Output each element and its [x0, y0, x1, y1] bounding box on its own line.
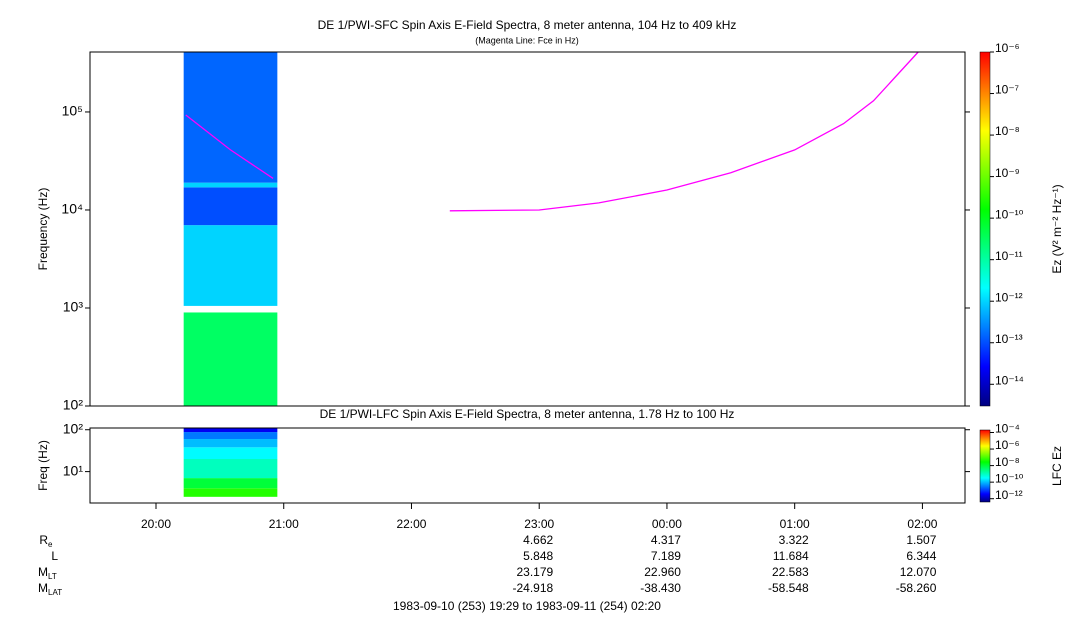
- x-tick-label: 20:00: [141, 517, 171, 531]
- colorbar: [979, 429, 991, 503]
- spectrogram-cell: [183, 187, 278, 226]
- y-tick-label: 10³: [63, 299, 84, 315]
- fce-line: [449, 51, 919, 212]
- chart-title: DE 1/PWI-LFC Spin Axis E-Field Spectra, …: [320, 407, 735, 421]
- colorbar-tick-label: 10⁻⁹: [995, 166, 1020, 180]
- ephemeris-value: 23.179: [517, 565, 554, 579]
- spectrogram-cell: [183, 459, 278, 479]
- colorbar-tick-label: 10⁻¹²: [995, 488, 1023, 502]
- ephemeris-value: -24.918: [513, 581, 554, 595]
- x-tick-label: 21:00: [269, 517, 299, 531]
- ephemeris-label: R: [39, 533, 48, 547]
- ephemeris-value: 6.344: [906, 549, 936, 563]
- plot-frame: [89, 51, 966, 407]
- spectrogram-cell: [183, 428, 278, 433]
- colorbar-tick-label: 10⁻⁸: [995, 455, 1020, 469]
- spectrogram-cell: [183, 488, 278, 497]
- ephemeris-label-sub: LT: [48, 572, 57, 581]
- ephemeris-value: 22.960: [644, 565, 681, 579]
- ephemeris-label-sub: e: [48, 540, 53, 549]
- ephemeris-value: 4.317: [651, 533, 681, 547]
- ephemeris-label: M: [38, 565, 48, 579]
- x-tick-label: 00:00: [652, 517, 682, 531]
- colorbar-tick-label: 10⁻¹⁰: [995, 471, 1024, 485]
- spectrogram-cell: [183, 432, 278, 440]
- colorbar-tick-label: 10⁻¹¹: [995, 249, 1023, 263]
- plot-frame: [89, 427, 966, 504]
- colorbar-label: Ez (V² m⁻² Hz⁻¹): [1050, 184, 1064, 273]
- colorbar-tick-label: 10⁻⁴: [995, 422, 1020, 436]
- ephemeris-value: 11.684: [773, 549, 809, 563]
- y-tick-label: 10⁵: [62, 103, 83, 119]
- y-tick-label: 10²: [63, 397, 84, 413]
- colorbar-tick-label: 10⁻⁸: [995, 124, 1020, 138]
- ephemeris-label: L: [51, 549, 58, 563]
- x-tick-label: 02:00: [907, 517, 937, 531]
- ephemeris-value: 4.662: [523, 533, 553, 547]
- ephemeris-label-sub: LAT: [48, 588, 62, 597]
- ephemeris-value: 22.583: [772, 565, 809, 579]
- x-tick-label: 23:00: [524, 517, 554, 531]
- colorbar-tick-label: 10⁻¹²: [995, 290, 1023, 304]
- y-tick-label: 10¹: [63, 462, 84, 478]
- ephemeris-value: 3.322: [779, 533, 809, 547]
- spectrogram-cell: [183, 182, 278, 188]
- y-tick-label: 10⁴: [61, 201, 83, 217]
- spectrogram-cell: [183, 52, 278, 183]
- x-tick-label: 22:00: [396, 517, 426, 531]
- spectrogram-cell: [183, 447, 278, 460]
- colorbar: [979, 51, 991, 407]
- colorbar-tick-label: 10⁻¹³: [995, 332, 1023, 346]
- colorbar-tick-label: 10⁻⁶: [995, 438, 1020, 452]
- ephemeris-value: -38.430: [640, 581, 681, 595]
- spectrogram-cell: [183, 439, 278, 448]
- ephemeris-value: -58.260: [896, 581, 937, 595]
- colorbar-label: LFC Ez: [1050, 446, 1064, 486]
- footer: 1983-09-10 (253) 19:29 to 1983-09-11 (25…: [393, 599, 661, 613]
- spectrogram-cell: [183, 478, 278, 489]
- ephemeris-value: 12.070: [900, 565, 937, 579]
- y-tick-label: 10²: [63, 420, 84, 436]
- spectrogram-cell: [183, 312, 278, 406]
- chart-title: DE 1/PWI-SFC Spin Axis E-Field Spectra, …: [318, 18, 737, 32]
- y-axis-label: Frequency (Hz): [36, 188, 50, 271]
- ephemeris-value: 1.507: [906, 533, 936, 547]
- fce-line: [185, 114, 274, 179]
- spectrogram-cell: [183, 225, 278, 306]
- colorbar-tick-label: 10⁻¹⁴: [995, 373, 1024, 387]
- ephemeris-value: 5.848: [523, 549, 553, 563]
- colorbar-tick-label: 10⁻⁷: [995, 83, 1019, 97]
- ephemeris-value: -58.548: [768, 581, 809, 595]
- chart-subtitle: (Magenta Line: Fce in Hz): [475, 35, 579, 45]
- colorbar-tick-label: 10⁻¹⁰: [995, 207, 1024, 221]
- ephemeris-label: M: [38, 581, 48, 595]
- x-tick-label: 01:00: [780, 517, 810, 531]
- colorbar-tick-label: 10⁻⁶: [995, 41, 1020, 55]
- ephemeris-value: 7.189: [651, 549, 681, 563]
- y-axis-label: Freq (Hz): [36, 440, 50, 491]
